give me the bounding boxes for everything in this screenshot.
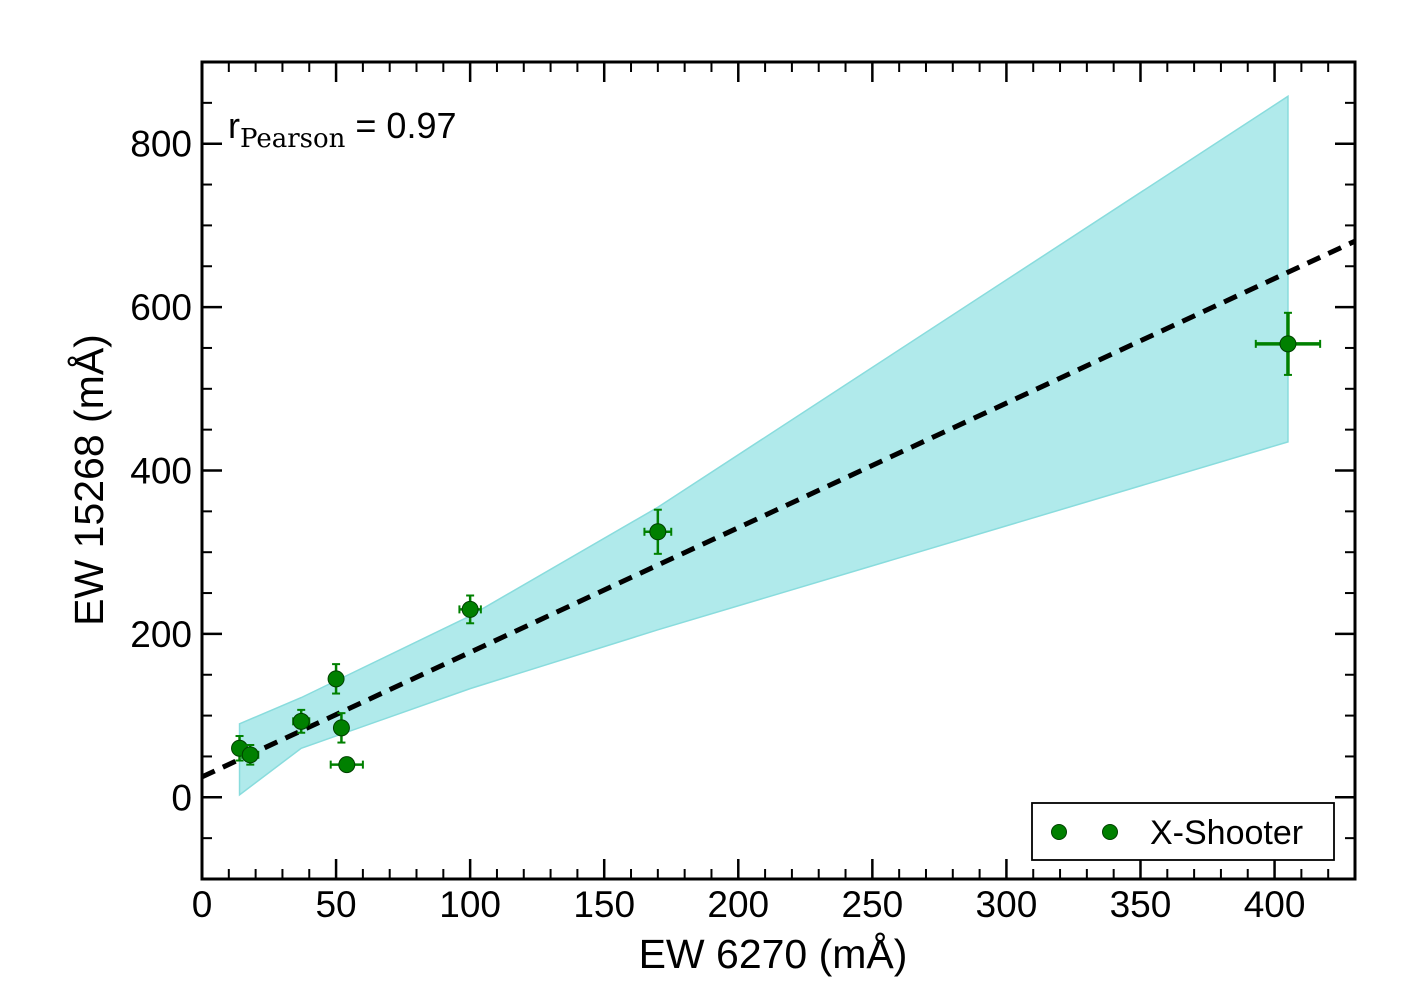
y-axis-label: EW 15268 (mÅ) <box>66 334 112 626</box>
data-point <box>292 708 311 734</box>
data-marker <box>649 523 667 541</box>
legend-marker <box>1051 824 1067 840</box>
legend-label: X-Shooter <box>1150 814 1303 852</box>
pearson-r: r <box>228 105 240 146</box>
x-tick-label: 400 <box>1244 884 1306 925</box>
data-marker <box>461 600 479 618</box>
x-tick-label: 50 <box>315 884 356 925</box>
data-point <box>241 744 260 766</box>
x-tick-label: 350 <box>1110 884 1172 925</box>
ticks-layer: 0 50 100 150 200 250 300 350 400 0 200 400 600 800 <box>130 62 1356 925</box>
x-tick-label: 150 <box>573 884 635 925</box>
data-point <box>458 594 482 625</box>
fit-line <box>200 238 1357 780</box>
y-tick-label: 600 <box>130 287 192 328</box>
y-tick-label: 200 <box>130 614 192 655</box>
x-tick-label: 0 <box>192 884 213 925</box>
x-tick-label: 100 <box>439 884 501 925</box>
data-marker <box>327 670 345 688</box>
data-point <box>643 508 673 555</box>
legend-box <box>1031 802 1335 861</box>
y-tick-label: 800 <box>130 124 192 165</box>
data-point <box>327 663 345 695</box>
data-marker <box>332 719 350 737</box>
pearson-subscript: Pearson <box>240 124 346 154</box>
confidence-band <box>238 94 1289 797</box>
fit-line-layer <box>200 238 1357 780</box>
data-marker <box>338 756 356 774</box>
data-marker <box>1279 335 1297 353</box>
data-points-layer <box>231 311 1322 774</box>
x-tick-label: 300 <box>976 884 1038 925</box>
data-point <box>1254 311 1322 376</box>
x-tick-label: 200 <box>707 884 769 925</box>
confidence-band-layer <box>238 94 1289 797</box>
data-marker <box>241 746 259 764</box>
data-point <box>332 712 350 744</box>
pearson-annotation: rPearson = 0.97 <box>228 105 456 154</box>
x-tick-label: 250 <box>841 884 903 925</box>
x-axis-label: EW 6270 (mÅ) <box>639 931 908 977</box>
y-tick-label: 0 <box>171 777 192 818</box>
legend: X-Shooter <box>1031 802 1335 861</box>
pearson-value: = 0.97 <box>355 105 456 146</box>
legend-marker <box>1102 824 1118 840</box>
y-tick-label: 400 <box>130 451 192 492</box>
data-marker <box>292 712 310 730</box>
data-point <box>329 756 364 774</box>
